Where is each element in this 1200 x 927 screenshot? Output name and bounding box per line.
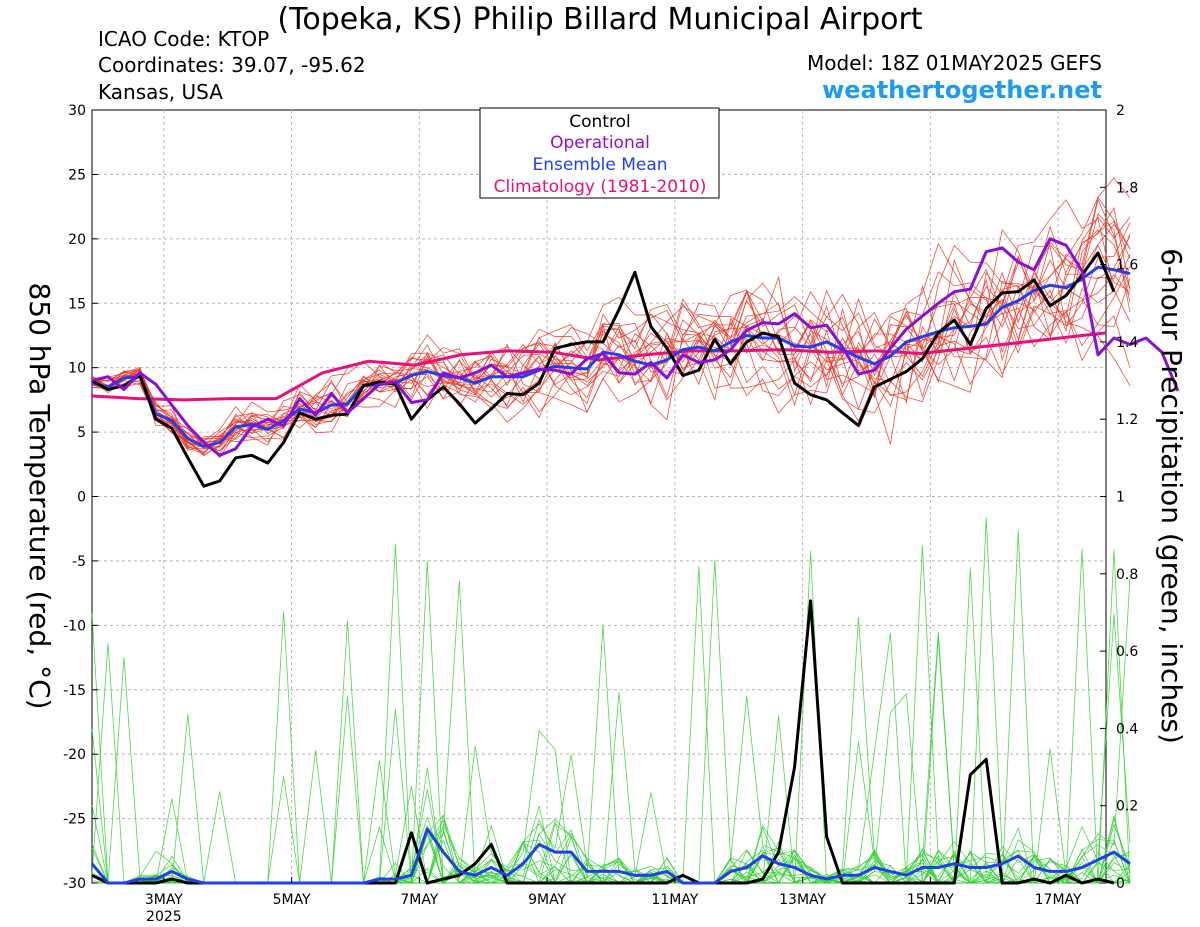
y-tick-label: 10 — [68, 361, 86, 377]
y-tick-label: -10 — [63, 618, 86, 634]
x-tick-label: 3MAY — [145, 892, 183, 908]
y2-tick-label: 1.4 — [1116, 335, 1138, 351]
temp-ensemble-mean-line — [91, 265, 1131, 448]
y-tick-label: 25 — [68, 167, 86, 183]
x-tick-label: 15MAY — [907, 892, 954, 908]
y-tick-label: -5 — [72, 554, 86, 570]
temp-member-line — [91, 196, 1131, 457]
x-tick-label: 11MAY — [651, 892, 698, 908]
region: Kansas, USA — [98, 80, 223, 104]
y2-tick-label: 0.2 — [1116, 799, 1138, 815]
y-tick-label: -25 — [63, 812, 86, 828]
legend: Control Operational Ensemble Mean Climat… — [479, 107, 720, 199]
legend-box — [479, 107, 720, 199]
y-axis-label: 850 hPa Temperature (red, °C) — [23, 282, 56, 709]
y-tick-label: -15 — [63, 683, 86, 699]
x-tick-label: 13MAY — [779, 892, 826, 908]
icao-code: ICAO Code: KTOP — [98, 27, 270, 51]
y-tick-label: -20 — [63, 747, 86, 763]
y-tick-label: 0 — [77, 490, 86, 506]
legend-operational: Operational — [550, 133, 650, 153]
y-tick-label: 5 — [77, 425, 86, 441]
temp-climatology-1981-2010--line — [91, 331, 1107, 402]
precip-ensemble-mean-line — [90, 827, 1131, 885]
y-tick-label: 15 — [68, 296, 86, 312]
right-axis-ticks: 2 1.8 1.6 1.4 1.2 1 0.8 0.6 0.4 0.2 0 — [1100, 103, 1138, 892]
y2-tick-label: 2 — [1116, 103, 1125, 119]
y2-tick-label: 1 — [1116, 490, 1125, 506]
y-tick-label: -30 — [63, 876, 86, 892]
temp-operational-line — [91, 237, 1180, 457]
y2-tick-label: 1.8 — [1116, 180, 1138, 196]
temp-member-line — [91, 199, 1131, 443]
y2-tick-label: 1.6 — [1116, 258, 1138, 274]
y2-tick-label: 0.6 — [1116, 644, 1138, 660]
x-tick-label: 7MAY — [400, 892, 438, 908]
y2-tick-label: 0.4 — [1116, 721, 1138, 737]
page-title: (Topeka, KS) Philip Billard Municipal Ai… — [277, 2, 923, 37]
legend-ensemble-mean: Ensemble Mean — [532, 155, 667, 175]
model-run: Model: 18Z 01MAY2025 GEFS — [807, 51, 1102, 75]
y2-tick-label: 0.8 — [1116, 567, 1138, 583]
site-link[interactable]: weathertogether.net — [822, 76, 1102, 104]
x-tick-label: 9MAY — [528, 892, 566, 908]
x-tick-sublabel: 2025 — [146, 909, 182, 925]
y2-axis-label: 6-hour Precipitation (green, inches) — [1155, 248, 1188, 744]
x-tick-label: 17MAY — [1035, 892, 1082, 908]
y2-tick-label: 0 — [1116, 876, 1125, 892]
temp-member-line — [91, 274, 1131, 456]
coordinates: Coordinates: 39.07, -95.62 — [98, 53, 366, 77]
temp-member-line — [91, 244, 1131, 450]
temp-control-line — [91, 251, 1116, 488]
temp-member-line — [91, 229, 1131, 448]
legend-climatology: Climatology (1981-2010) — [494, 177, 707, 197]
series-lines — [90, 237, 1180, 885]
y-tick-label: 20 — [68, 232, 86, 248]
x-tick-label: 5MAY — [273, 892, 311, 908]
left-axis-ticks: 30 25 20 15 10 5 0 -5 -10 -15 -20 -25 -30 — [63, 103, 98, 892]
legend-control: Control — [569, 112, 630, 132]
y-tick-label: 30 — [68, 103, 86, 119]
y2-tick-label: 1.2 — [1116, 412, 1138, 428]
